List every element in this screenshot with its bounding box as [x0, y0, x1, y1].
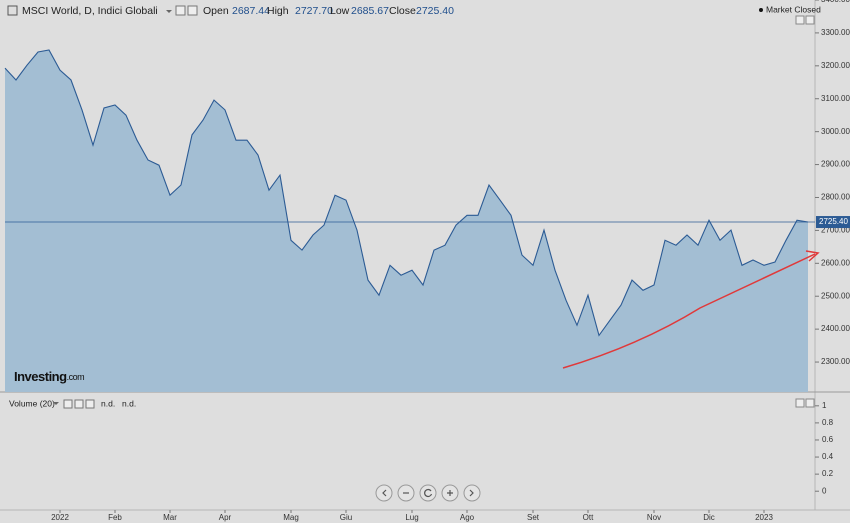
y-tick-label: 2300.00 [821, 357, 850, 366]
x-tick-label: Dic [703, 513, 715, 522]
glyph-right [469, 489, 474, 497]
volume-up-icon[interactable] [795, 398, 805, 408]
last-price-box [816, 216, 850, 229]
open-value: 2687.44 [232, 5, 270, 17]
symbol-title: MSCI World, D, Indici Globali [22, 5, 158, 17]
x-tick-label: Mar [163, 513, 177, 522]
scroll-right-button[interactable] [463, 484, 481, 502]
y-tick-label: 3100.00 [821, 94, 850, 103]
y-tick-label: 2500.00 [821, 291, 850, 300]
arrow-head [805, 250, 820, 262]
x-tick-label: Giu [340, 513, 352, 522]
pane-up-icon[interactable] [795, 15, 805, 25]
close-value: 2725.40 [416, 5, 454, 17]
volume-tick-label: 0.6 [822, 435, 834, 444]
glyph-plus [447, 490, 453, 496]
high-value: 2727.70 [295, 5, 333, 17]
logo-name: Investing [14, 369, 67, 384]
status-dot [759, 8, 763, 12]
logo-suffix: .com [67, 372, 85, 382]
y-tick-label: 3300.00 [821, 28, 850, 37]
logo: Investing.com [14, 369, 84, 384]
x-tick-label: Ott [583, 513, 594, 522]
high-label: High [267, 5, 289, 17]
volume-tick-label: 1 [822, 401, 827, 410]
volume-down-icon[interactable] [805, 398, 815, 408]
volume-title: Volume (20) [9, 398, 55, 408]
y-tick-label: 3000.00 [821, 127, 850, 136]
x-tick-label: Set [527, 513, 540, 522]
volume-readout: n.d. [122, 398, 136, 408]
x-tick-label: Feb [108, 513, 122, 522]
price-area [5, 50, 808, 392]
x-tick-label: Apr [219, 513, 232, 522]
pane-down-icon[interactable] [805, 15, 815, 25]
x-tick-label: Lug [405, 513, 418, 522]
price-line [4, 49, 809, 337]
y-tick-label: 2800.00 [821, 193, 850, 202]
y-tick-label: 2900.00 [821, 160, 850, 169]
nav-buttons [375, 484, 481, 502]
settings-icon[interactable] [175, 5, 186, 16]
y-tick-label: 2600.00 [821, 258, 850, 267]
volume-tick-label: 0 [822, 486, 827, 495]
volume-tick-label: 0.4 [822, 452, 834, 461]
last-price-label: 2725.40 [819, 217, 848, 226]
x-tick-label: 2023 [755, 513, 773, 522]
y-tick-label: 2700.00 [821, 226, 850, 235]
open-label: Open [203, 5, 229, 17]
trend-arrow [562, 253, 816, 369]
volume-settings[interactable] [63, 399, 73, 409]
nav-glyphs [382, 488, 474, 498]
close-label: Close [389, 5, 416, 17]
close-icon[interactable] [187, 5, 198, 16]
volume-readout: n.d. [101, 398, 115, 408]
y-tick-label: 3400.00 [821, 0, 850, 4]
volume-tick-label: 0.2 [822, 469, 834, 478]
volume-hide[interactable] [74, 399, 84, 409]
volume-close[interactable] [85, 399, 95, 409]
volume-caret[interactable] [53, 402, 59, 405]
reset-button[interactable] [419, 484, 437, 502]
dropdown-caret[interactable] [166, 10, 172, 13]
volume-tick-label: 0.8 [822, 418, 834, 427]
y-tick-label: 3200.00 [821, 61, 850, 70]
price-plot [4, 49, 809, 392]
x-tick-label: Nov [647, 513, 661, 522]
x-tick-label: Ago [460, 513, 475, 522]
collapse-icon[interactable] [7, 5, 18, 16]
low-value: 2685.67 [351, 5, 389, 17]
y-tick-label: 2400.00 [821, 324, 850, 333]
low-label: Low [330, 5, 350, 17]
scroll-left-button[interactable] [375, 484, 393, 502]
x-tick-label: 2022 [51, 513, 69, 522]
glyph-left [382, 489, 387, 497]
glyph-reset [424, 488, 433, 498]
x-tick-label: Mag [283, 513, 299, 522]
market-status: Market Closed [766, 4, 821, 14]
